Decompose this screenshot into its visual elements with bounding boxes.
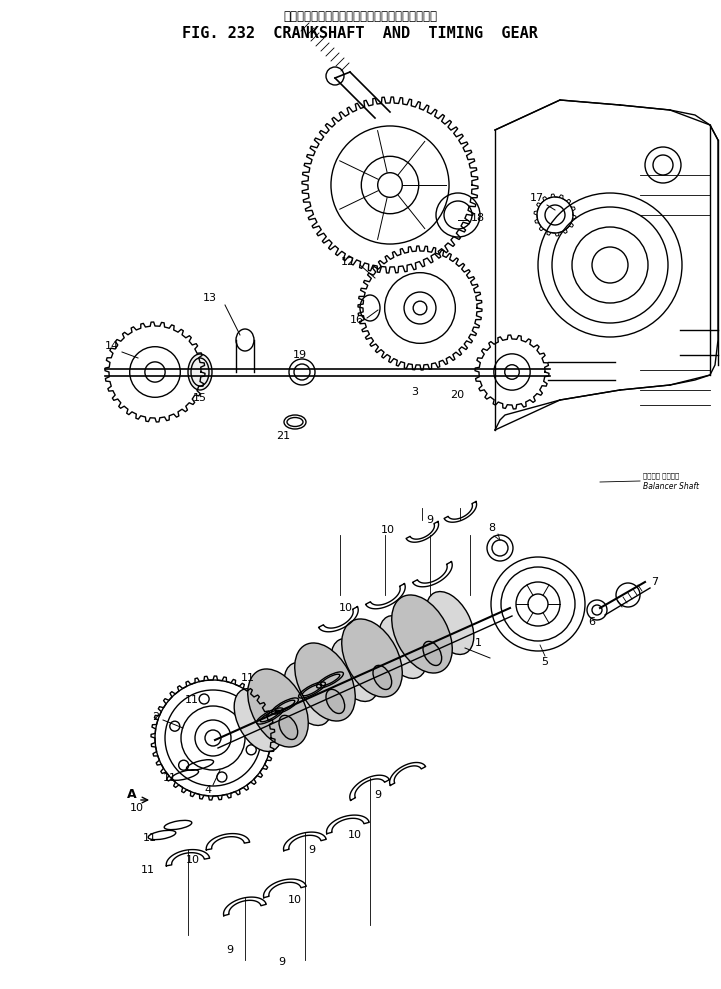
Text: 10: 10 <box>186 855 200 865</box>
Text: 10: 10 <box>348 830 362 840</box>
Ellipse shape <box>331 639 379 701</box>
Ellipse shape <box>326 689 345 713</box>
Ellipse shape <box>426 591 474 655</box>
Text: 9: 9 <box>309 845 316 855</box>
Ellipse shape <box>295 643 355 721</box>
Text: 7: 7 <box>652 577 658 587</box>
Text: 6: 6 <box>588 617 596 627</box>
Text: 10: 10 <box>288 895 302 905</box>
Text: Balancer Shaft: Balancer Shaft <box>643 482 699 491</box>
Text: 10: 10 <box>130 803 144 813</box>
Ellipse shape <box>188 354 212 390</box>
Text: 10: 10 <box>381 525 395 535</box>
Text: 9: 9 <box>374 790 381 800</box>
Text: 12: 12 <box>341 257 355 267</box>
Text: バランサ シャフト: バランサ シャフト <box>643 473 679 480</box>
Ellipse shape <box>279 715 298 740</box>
Text: クランクシャフト　および　タイミング　ギヤー: クランクシャフト および タイミング ギヤー <box>283 10 437 23</box>
Ellipse shape <box>392 595 452 674</box>
Text: 20: 20 <box>450 390 464 400</box>
Text: 9: 9 <box>278 957 286 967</box>
Text: 2: 2 <box>152 712 159 722</box>
Text: 13: 13 <box>203 293 217 303</box>
Text: 4: 4 <box>205 785 211 795</box>
Ellipse shape <box>234 688 282 752</box>
Text: 1: 1 <box>474 638 482 648</box>
Text: 9: 9 <box>426 515 433 525</box>
Text: 15: 15 <box>193 393 207 403</box>
Ellipse shape <box>373 666 392 689</box>
Ellipse shape <box>248 669 309 747</box>
Ellipse shape <box>423 641 442 666</box>
Text: 19: 19 <box>293 350 307 360</box>
Ellipse shape <box>284 663 332 726</box>
Text: 11: 11 <box>143 833 157 843</box>
Text: 3: 3 <box>412 387 418 397</box>
Text: 17: 17 <box>530 193 544 203</box>
Ellipse shape <box>342 619 402 697</box>
Text: 11: 11 <box>141 865 155 875</box>
Text: 11: 11 <box>241 673 255 683</box>
Text: A: A <box>127 788 137 801</box>
Text: 11: 11 <box>185 695 199 705</box>
Text: 18: 18 <box>471 213 485 223</box>
Text: 8: 8 <box>488 523 495 533</box>
Text: 10: 10 <box>339 603 353 613</box>
Text: FIG. 232  CRANKSHAFT  AND  TIMING  GEAR: FIG. 232 CRANKSHAFT AND TIMING GEAR <box>182 26 538 41</box>
Text: 5: 5 <box>541 657 549 667</box>
Text: 14: 14 <box>105 341 119 351</box>
Ellipse shape <box>379 615 427 678</box>
Text: 21: 21 <box>276 431 290 441</box>
Text: 16: 16 <box>350 315 364 325</box>
Text: 9: 9 <box>226 945 234 955</box>
Text: 11: 11 <box>163 773 177 783</box>
